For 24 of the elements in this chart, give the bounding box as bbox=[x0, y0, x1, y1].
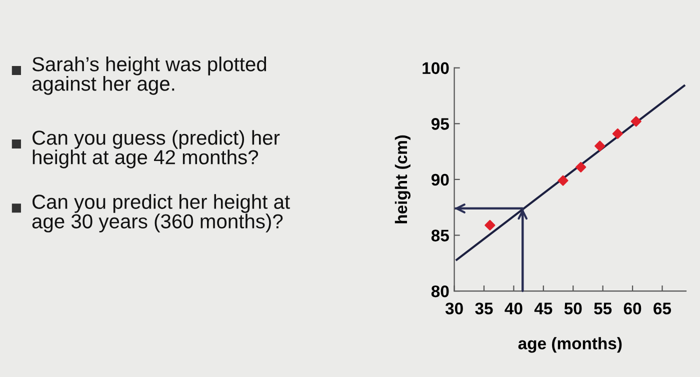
x-tick-label: 45 bbox=[534, 302, 552, 314]
y-tick-label: 80 bbox=[431, 285, 449, 298]
y-axis-title: height (cm) bbox=[394, 135, 411, 224]
x-tick-label: 30 bbox=[445, 302, 463, 314]
point bbox=[576, 162, 586, 172]
x-tick-label: 50 bbox=[564, 302, 582, 314]
y-tick-label: 100 bbox=[422, 62, 449, 74]
point bbox=[630, 116, 642, 127]
text: Can you guess (predict) her height at age 42 months? bbox=[32, 130, 280, 168]
text: Sarah’s height was plotted against her age. bbox=[32, 56, 266, 95]
x-tick-label: 55 bbox=[594, 302, 612, 314]
x-tick-label: 35 bbox=[475, 302, 493, 314]
point bbox=[484, 220, 496, 231]
x-tick-label: 60 bbox=[624, 302, 642, 314]
x-axis-title: age (months) bbox=[518, 337, 622, 353]
x-tick-label: 40 bbox=[504, 302, 522, 314]
y-tick-label: 85 bbox=[431, 230, 449, 242]
text: Can you predict her height at age 30 years (360 months)? bbox=[32, 194, 290, 232]
x-tick-label: 65 bbox=[654, 302, 672, 314]
point bbox=[594, 140, 606, 152]
point bbox=[612, 128, 623, 139]
point bbox=[558, 175, 568, 186]
y-tick-label: 90 bbox=[431, 174, 449, 186]
y-tick-label: 95 bbox=[431, 118, 449, 130]
